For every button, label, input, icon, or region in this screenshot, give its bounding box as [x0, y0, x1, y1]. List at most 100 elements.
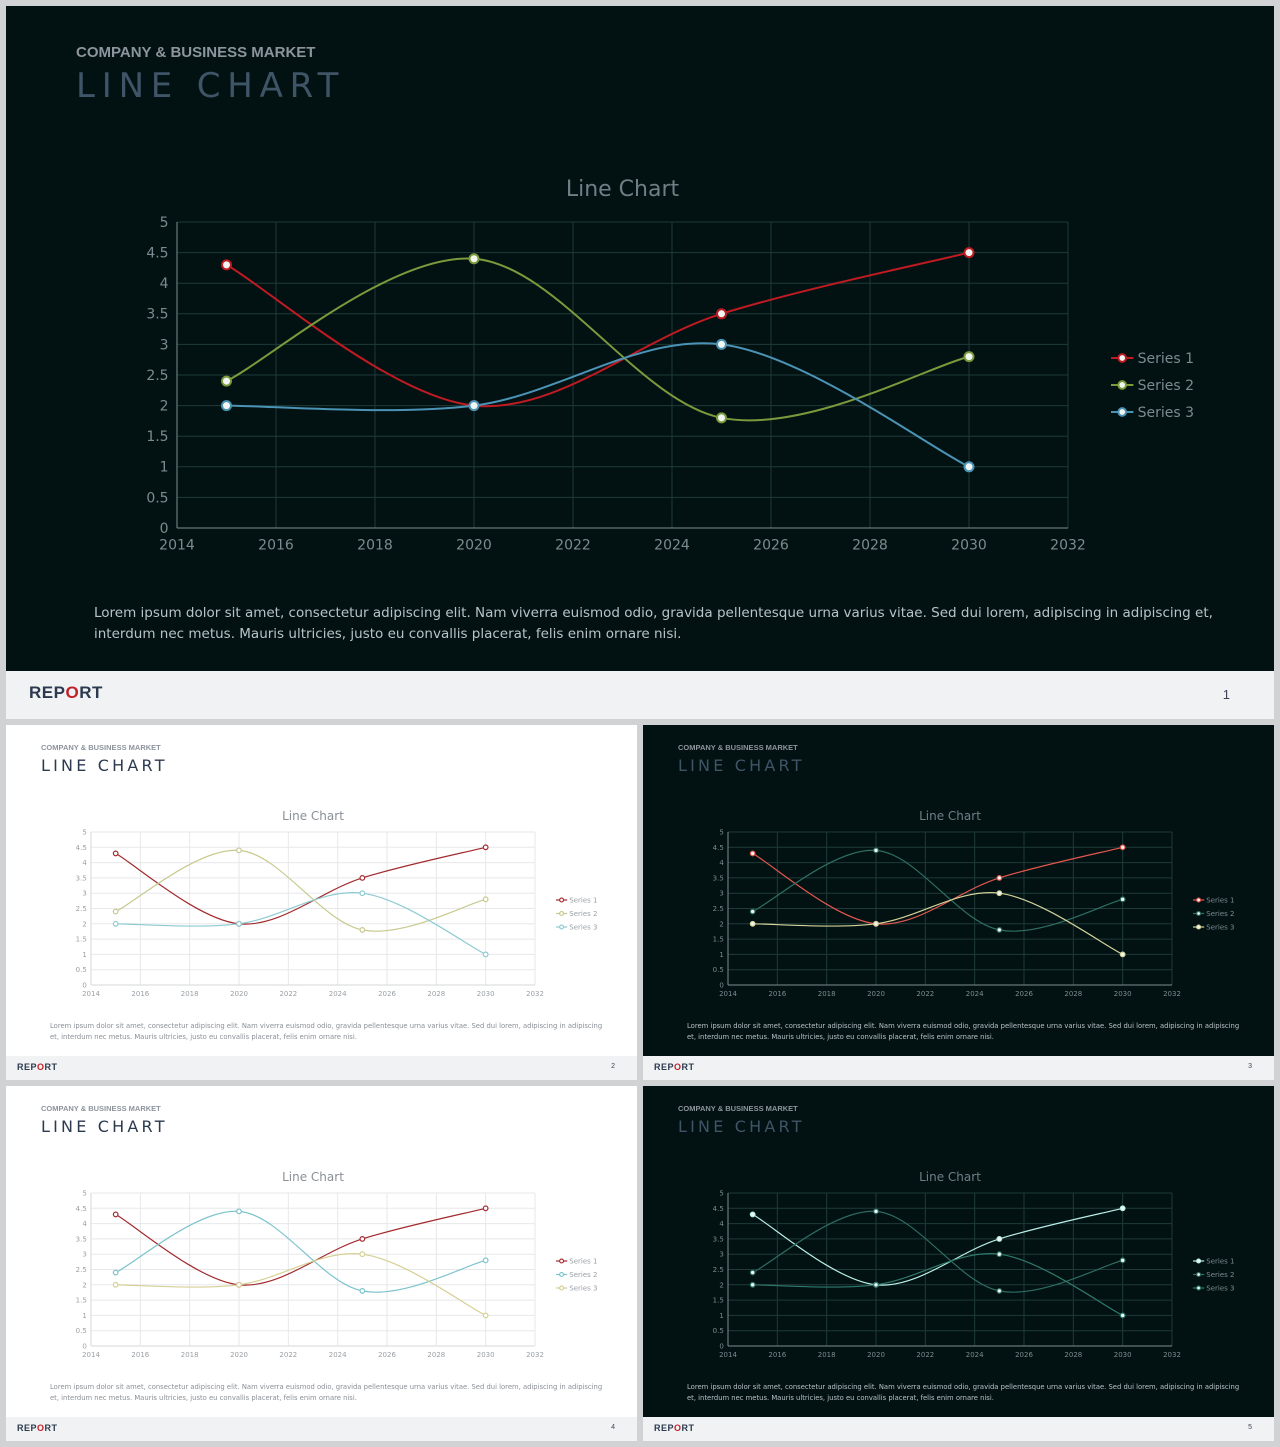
x-tick-label: 2030 [1114, 990, 1132, 998]
line-chart: Line Chart 0 0.5 1 1.5 2 2.5 3 3.5 4 4.5 5 2014 2016 2… [146, 177, 1194, 554]
series-point [359, 927, 366, 933]
y-tick-label: 3.5 [76, 874, 87, 882]
y-tick-label: 1 [719, 1312, 723, 1320]
series-point [873, 1281, 879, 1288]
line-chart: Line Chart 0 0.5 1 1.5 2 2.5 3 3.5 4 4.5 5 2014 2016 2… [713, 1170, 1235, 1359]
legend-marker [1117, 380, 1128, 390]
slide-title: LINE CHART [41, 756, 168, 775]
y-tick-label: 4.5 [713, 1205, 724, 1213]
series-point [1119, 1257, 1126, 1264]
y-tick-label: 1 [82, 1312, 86, 1320]
y-tick-label: 4.5 [76, 1205, 87, 1213]
y-tick-label: 4.5 [76, 844, 87, 852]
slide-body: COMPANY & BUSINESS MARKET LINE CHART Lin… [643, 1086, 1274, 1417]
y-tick-label: 5 [719, 1189, 723, 1197]
x-tick-label: 2018 [181, 1351, 199, 1359]
chart-title: Line Chart [282, 1170, 344, 1184]
report-logo: REPORT [654, 1423, 695, 1433]
x-tick-label: 2022 [555, 538, 591, 554]
series-point [482, 1257, 489, 1264]
slide-eyebrow: COMPANY & BUSINESS MARKET [41, 1104, 161, 1113]
legend-label: Series 1 [569, 1257, 597, 1265]
legend-marker [1117, 407, 1128, 417]
series-point [963, 351, 975, 363]
slide-body: COMPANY & BUSINESS MARKET LINE CHART Lin… [6, 6, 1274, 671]
slide-1[interactable]: COMPANY & BUSINESS MARKET LINE CHART Lin… [6, 6, 1274, 719]
x-tick-label: 2028 [427, 1351, 445, 1359]
series-line [226, 342, 970, 468]
x-tick-label: 2018 [818, 990, 836, 998]
x-tick-label: 2026 [378, 990, 396, 998]
x-tick-label: 2024 [329, 1351, 347, 1359]
series-point [749, 908, 756, 915]
slide-body-text: Lorem ipsum dolor sit amet, consectetur … [687, 1022, 1240, 1041]
y-tick-label: 1.5 [146, 429, 168, 445]
y-tick-label: 3.5 [146, 307, 168, 323]
y-tick-label: 2 [160, 399, 169, 415]
x-tick-label: 2016 [768, 990, 786, 998]
series-point [482, 951, 489, 958]
y-tick-label: 0 [82, 981, 86, 989]
x-tick-label: 2014 [82, 1351, 100, 1359]
series-point [482, 844, 489, 851]
chart-title: Line Chart [566, 177, 680, 202]
legend-label: Series 3 [569, 923, 597, 931]
chart-title: Line Chart [282, 809, 344, 823]
x-tick-label: 2030 [477, 1351, 495, 1359]
slide-footer: REPORT 1 [6, 671, 1274, 719]
legend-marker [559, 1271, 565, 1278]
series-point [996, 1235, 1003, 1242]
series-line [115, 849, 486, 932]
y-tick-label: 5 [82, 1189, 86, 1197]
report-logo: REPORT [654, 1062, 695, 1072]
y-tick-label: 1 [160, 460, 169, 476]
slide-title: LINE CHART [678, 756, 805, 775]
y-tick-label: 3.5 [713, 874, 724, 882]
x-tick-label: 2020 [230, 990, 248, 998]
x-tick-label: 2018 [357, 538, 393, 554]
x-tick-label: 2020 [867, 990, 885, 998]
x-tick-label: 2028 [1064, 1351, 1082, 1359]
slide-5[interactable]: COMPANY & BUSINESS MARKET LINE CHART Lin… [643, 1086, 1274, 1441]
legend-label: Series 3 [1138, 405, 1194, 421]
x-tick-label: 2028 [852, 538, 888, 554]
slide-3[interactable]: COMPANY & BUSINESS MARKET LINE CHART Lin… [643, 725, 1274, 1080]
y-tick-label: 4 [82, 1220, 87, 1228]
y-tick-label: 2.5 [146, 368, 168, 384]
slide-footer: REPORT 3 [643, 1056, 1274, 1080]
x-tick-label: 2024 [654, 538, 690, 554]
legend-marker [1196, 924, 1202, 930]
series-point [236, 920, 242, 927]
y-tick-label: 0 [82, 1342, 86, 1350]
slide-2[interactable]: COMPANY & BUSINESS MARKET LINE CHART Lin… [6, 725, 637, 1080]
y-tick-label: 0 [719, 1342, 723, 1350]
x-tick-label: 2028 [427, 990, 445, 998]
page-number: 5 [1248, 1424, 1252, 1431]
y-tick-label: 2.5 [76, 905, 87, 913]
series-point [749, 1211, 756, 1218]
series-point [221, 375, 232, 387]
series-point [1119, 951, 1126, 958]
x-tick-label: 2016 [131, 990, 149, 998]
y-tick-label: 4.5 [146, 246, 168, 262]
y-tick-label: 2.5 [713, 905, 724, 913]
series-point [482, 896, 489, 903]
x-tick-label: 2018 [818, 1351, 836, 1359]
series-line [752, 1253, 1123, 1316]
x-tick-label: 2030 [951, 538, 987, 554]
slide-4[interactable]: COMPANY & BUSINESS MARKET LINE CHART Lin… [6, 1086, 637, 1441]
series-point [112, 1269, 119, 1276]
legend-marker [1196, 910, 1202, 917]
legend-label: Series 3 [1206, 1284, 1234, 1292]
y-tick-label: 5 [160, 215, 169, 231]
slide-body: COMPANY & BUSINESS MARKET LINE CHART Lin… [6, 1086, 637, 1417]
series-point [468, 253, 480, 265]
x-tick-label: 2026 [1015, 1351, 1033, 1359]
series-point [112, 920, 119, 927]
x-tick-label: 2022 [279, 1351, 297, 1359]
slide-footer: REPORT 5 [643, 1417, 1274, 1441]
slide-eyebrow: COMPANY & BUSINESS MARKET [678, 743, 798, 752]
series-point [112, 850, 119, 857]
x-tick-label: 2032 [1163, 990, 1181, 998]
legend-marker [559, 897, 565, 903]
